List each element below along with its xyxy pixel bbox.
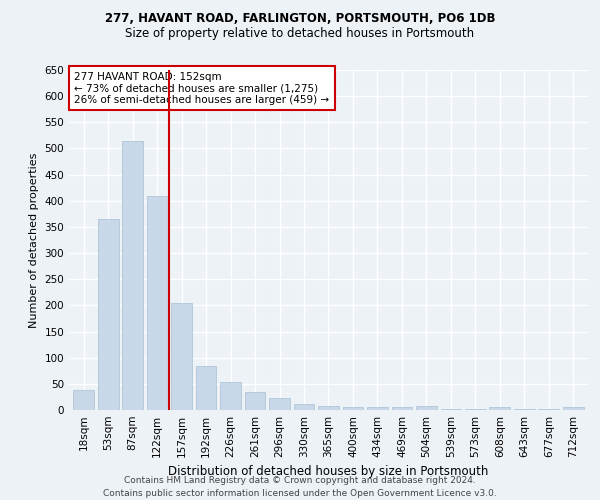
Y-axis label: Number of detached properties: Number of detached properties xyxy=(29,152,39,328)
Bar xyxy=(392,408,412,410)
Bar xyxy=(416,406,437,410)
Bar xyxy=(147,196,167,410)
Bar xyxy=(269,398,290,410)
Text: Size of property relative to detached houses in Portsmouth: Size of property relative to detached ho… xyxy=(125,28,475,40)
Bar xyxy=(293,404,314,410)
Bar xyxy=(563,408,584,410)
Bar xyxy=(171,303,192,410)
Bar xyxy=(538,409,559,410)
Text: 277 HAVANT ROAD: 152sqm
← 73% of detached houses are smaller (1,275)
26% of semi: 277 HAVANT ROAD: 152sqm ← 73% of detache… xyxy=(74,72,329,105)
Bar xyxy=(196,366,217,410)
Bar xyxy=(98,219,119,410)
Bar xyxy=(440,409,461,410)
Bar xyxy=(367,408,388,410)
Bar xyxy=(343,408,364,410)
Bar xyxy=(73,390,94,410)
Bar xyxy=(514,409,535,410)
Text: 277, HAVANT ROAD, FARLINGTON, PORTSMOUTH, PO6 1DB: 277, HAVANT ROAD, FARLINGTON, PORTSMOUTH… xyxy=(105,12,495,26)
Bar xyxy=(122,140,143,410)
Bar xyxy=(220,382,241,410)
Bar xyxy=(490,408,510,410)
X-axis label: Distribution of detached houses by size in Portsmouth: Distribution of detached houses by size … xyxy=(169,466,488,478)
Text: Contains HM Land Registry data © Crown copyright and database right 2024.
Contai: Contains HM Land Registry data © Crown c… xyxy=(103,476,497,498)
Bar xyxy=(245,392,265,410)
Bar xyxy=(465,409,486,410)
Bar xyxy=(318,406,339,410)
